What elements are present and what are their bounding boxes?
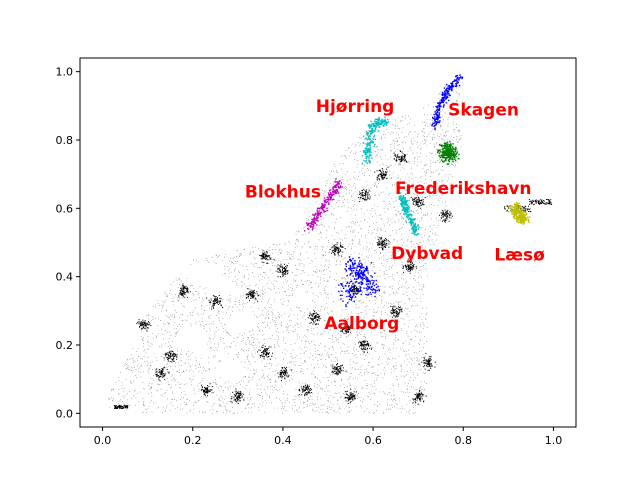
axes-frame bbox=[79, 57, 577, 428]
x-tick-label: 0.8 bbox=[455, 434, 473, 447]
x-tick-label: 0.2 bbox=[184, 434, 202, 447]
series-frederikshavn-points bbox=[437, 140, 460, 165]
dense-cluster-points bbox=[113, 150, 553, 409]
plot-area bbox=[108, 74, 553, 415]
x-tick-label: 0.0 bbox=[94, 434, 112, 447]
series-skagen-points bbox=[431, 74, 464, 131]
axis-ticks: 0.0 0.2 0.4 0.6 0.8 1.0 0.0 0.2 0.4 0.6 0.8 1.0 bbox=[56, 66, 563, 447]
y-tick-label: 0.2 bbox=[56, 339, 74, 352]
annotation-frederikshavn: Frederikshavn bbox=[395, 179, 532, 199]
series-hjørring-points bbox=[361, 116, 389, 165]
annotation-aalborg: Aalborg bbox=[324, 314, 399, 334]
series-dybvad-points bbox=[398, 192, 420, 236]
x-tick-label: 0.6 bbox=[364, 434, 382, 447]
series-aalborg-points bbox=[338, 256, 380, 308]
annotation-skagen: Skagen bbox=[448, 100, 519, 120]
y-tick-label: 0.6 bbox=[56, 202, 74, 215]
region-labels: Hjørring Skagen Blokhus Frederikshavn Dybvad… bbox=[245, 97, 545, 334]
x-tick-label: 0.4 bbox=[274, 434, 292, 447]
y-tick-label: 1.0 bbox=[56, 66, 74, 79]
annotation-blokhus: Blokhus bbox=[245, 182, 321, 202]
series-læsø-points bbox=[508, 202, 531, 225]
annotation-hjørring: Hjørring bbox=[316, 97, 395, 117]
y-tick-label: 0.0 bbox=[56, 407, 74, 420]
annotation-dybvad: Dybvad bbox=[391, 244, 463, 264]
y-tick-label: 0.4 bbox=[56, 271, 74, 284]
series-blokhus-points bbox=[304, 178, 343, 232]
x-tick-label: 1.0 bbox=[545, 434, 563, 447]
annotation-læsø: Læsø bbox=[494, 245, 544, 265]
y-tick-label: 0.8 bbox=[56, 134, 74, 147]
